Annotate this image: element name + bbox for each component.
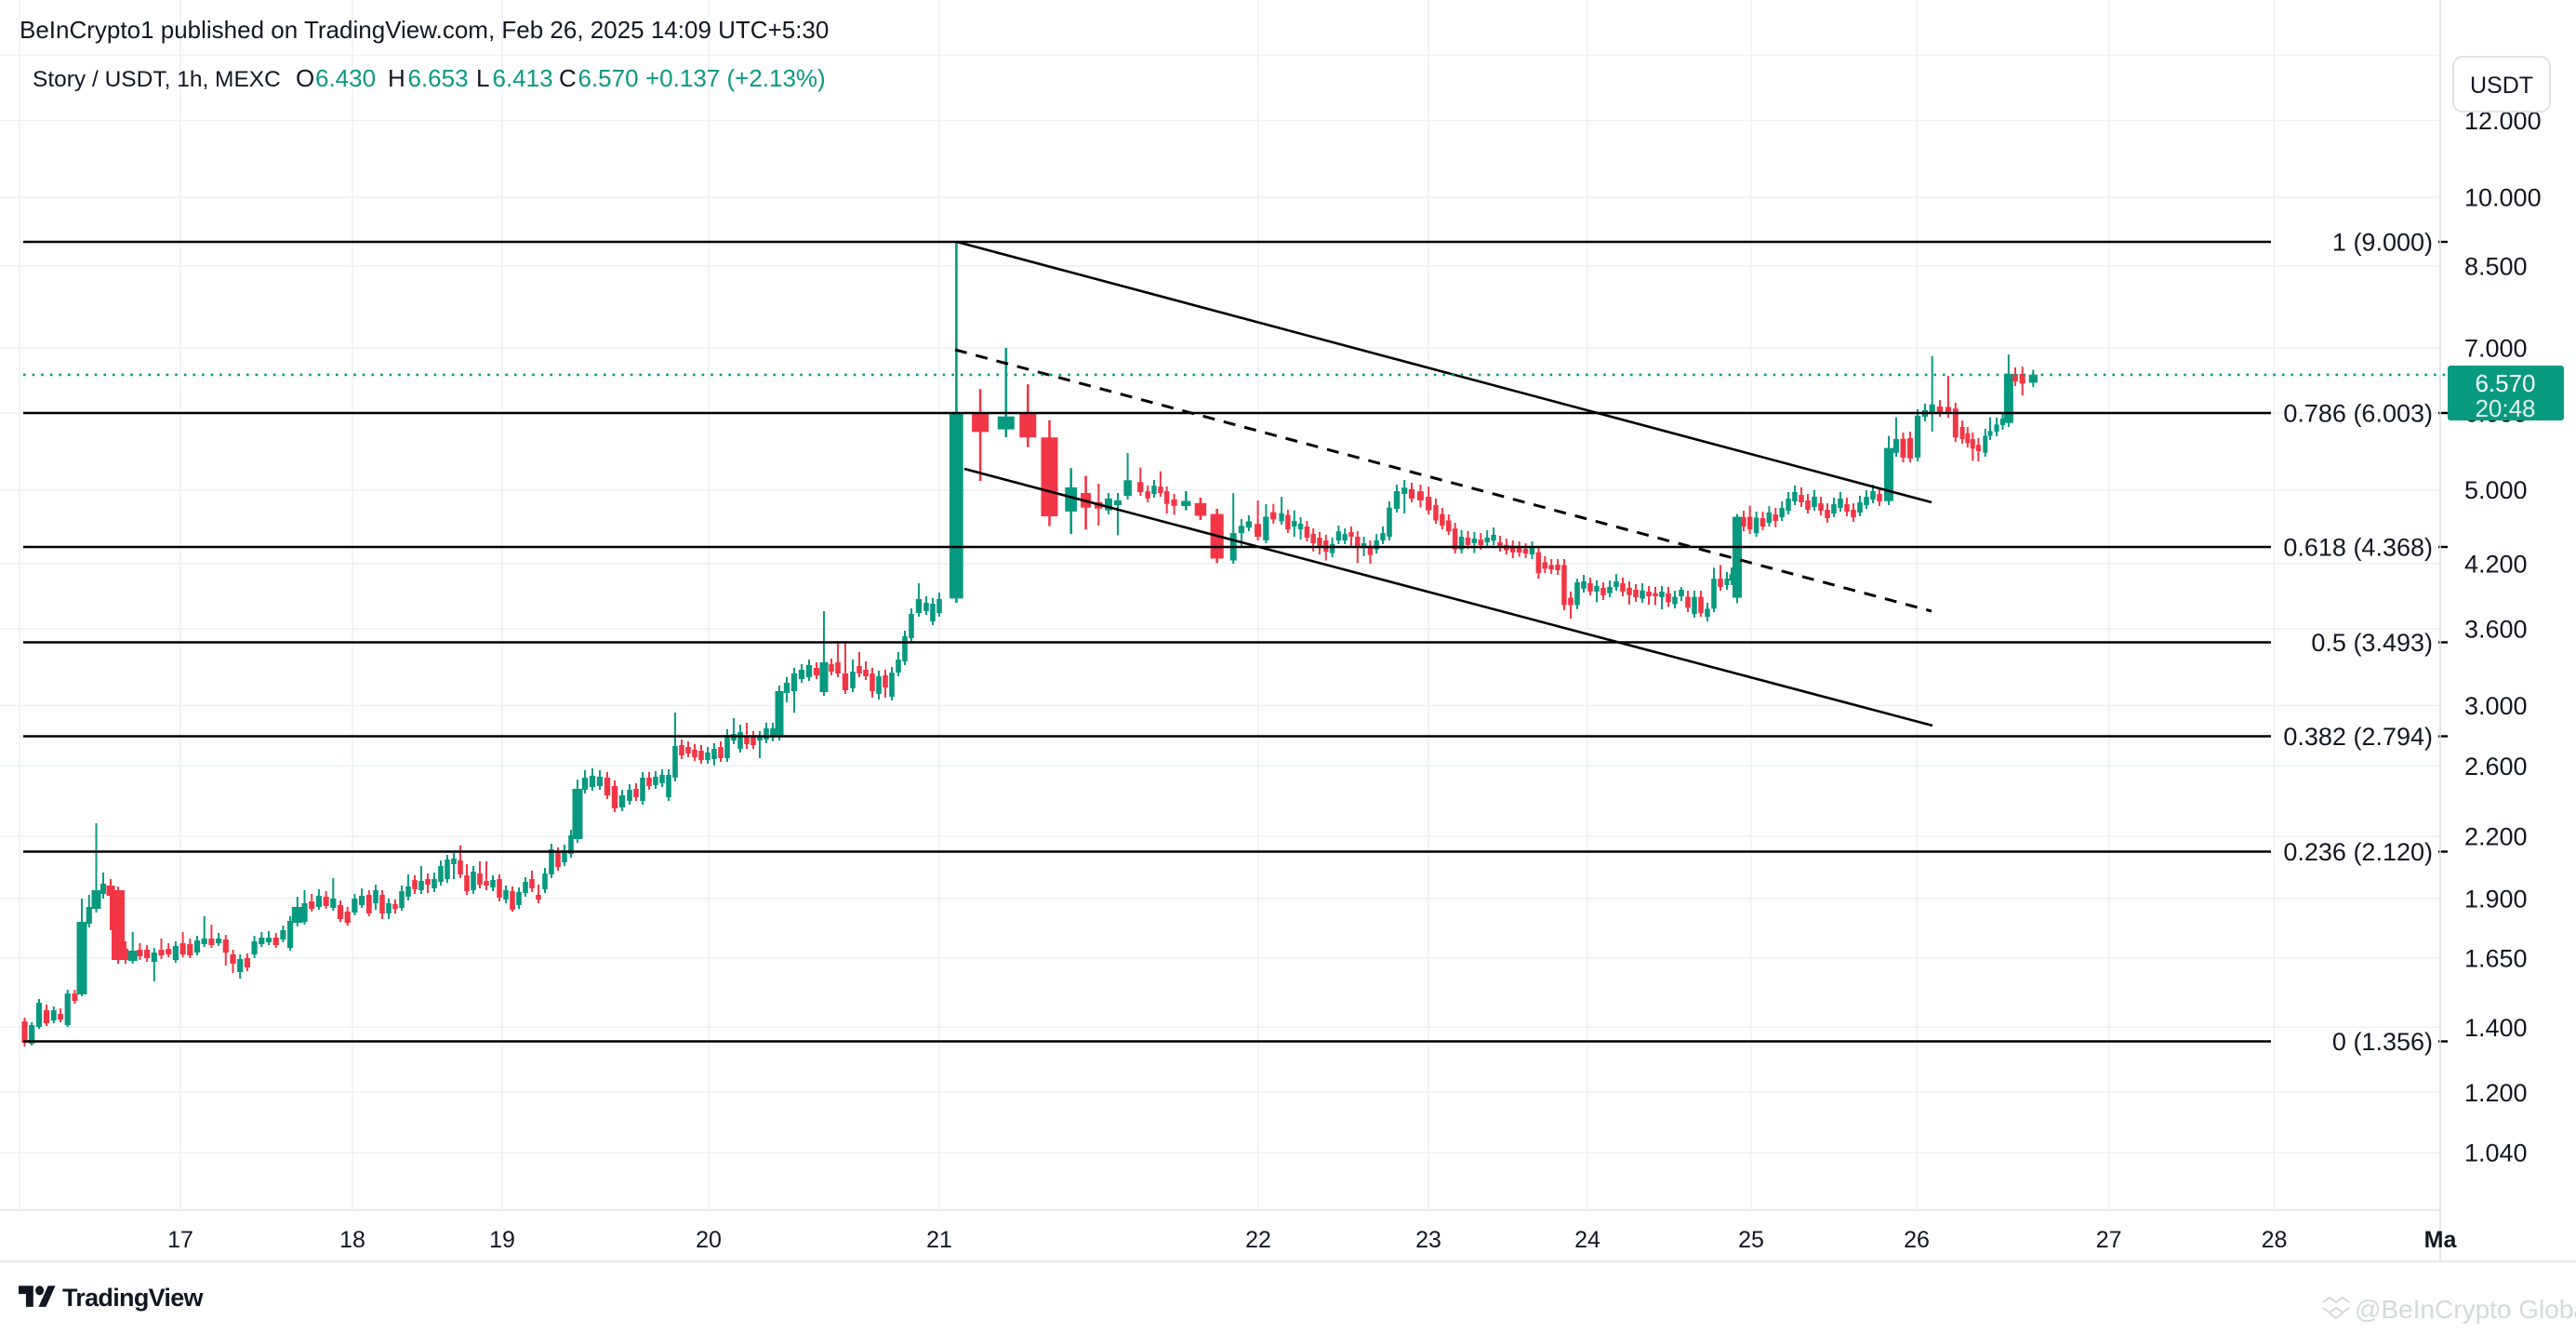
svg-text:1.900: 1.900 — [2464, 885, 2528, 913]
svg-text:23: 23 — [1415, 1227, 1441, 1253]
svg-text:BeInCrypto1 published on Tradi: BeInCrypto1 published on TradingView.com… — [20, 16, 829, 44]
svg-text:Ma: Ma — [2424, 1227, 2458, 1253]
svg-text:27: 27 — [2096, 1227, 2122, 1253]
svg-text:24: 24 — [1574, 1227, 1600, 1253]
svg-text:2.600: 2.600 — [2464, 753, 2528, 780]
svg-text:Story / USDT, 1h, MEXC: Story / USDT, 1h, MEXC — [33, 67, 281, 92]
svg-text:0.618 (4.368): 0.618 (4.368) — [2283, 534, 2433, 562]
svg-text:USDT: USDT — [2470, 73, 2533, 99]
svg-text:0.236 (2.120): 0.236 (2.120) — [2283, 838, 2433, 866]
svg-text:19: 19 — [489, 1227, 515, 1253]
svg-text:18: 18 — [339, 1227, 365, 1253]
svg-text:@BeInCrypto Global: @BeInCrypto Global — [2355, 1295, 2576, 1324]
svg-text:20:48: 20:48 — [2475, 394, 2535, 422]
svg-text:5.000: 5.000 — [2464, 476, 2528, 504]
svg-text:1.200: 1.200 — [2464, 1079, 2528, 1107]
svg-text:28: 28 — [2262, 1227, 2288, 1253]
svg-text:10.000: 10.000 — [2464, 184, 2542, 212]
svg-text:25: 25 — [1738, 1227, 1764, 1253]
svg-text:22: 22 — [1245, 1227, 1271, 1253]
svg-text:0.382 (2.794): 0.382 (2.794) — [2283, 723, 2433, 751]
svg-text:26: 26 — [1904, 1227, 1930, 1253]
svg-text:1.040: 1.040 — [2464, 1140, 2528, 1167]
svg-text:4.200: 4.200 — [2464, 550, 2528, 578]
svg-text:21: 21 — [926, 1227, 952, 1253]
svg-text:TradingView: TradingView — [62, 1284, 205, 1312]
svg-text:0 (1.356): 0 (1.356) — [2332, 1028, 2433, 1056]
svg-text:3.000: 3.000 — [2464, 692, 2528, 720]
svg-text:0.786 (6.003): 0.786 (6.003) — [2283, 400, 2433, 428]
svg-text:1.400: 1.400 — [2464, 1014, 2528, 1042]
svg-text:8.500: 8.500 — [2464, 252, 2528, 280]
svg-text:1 (9.000): 1 (9.000) — [2332, 229, 2433, 257]
svg-text:20: 20 — [696, 1227, 722, 1253]
svg-text:3.600: 3.600 — [2464, 615, 2528, 643]
svg-text:6.570: 6.570 — [2475, 369, 2535, 397]
svg-text:7.000: 7.000 — [2464, 335, 2528, 363]
svg-text:17: 17 — [167, 1227, 193, 1253]
svg-text:2.200: 2.200 — [2464, 823, 2528, 851]
svg-text:0.5 (3.493): 0.5 (3.493) — [2311, 629, 2433, 657]
svg-text:1.650: 1.650 — [2464, 944, 2528, 972]
